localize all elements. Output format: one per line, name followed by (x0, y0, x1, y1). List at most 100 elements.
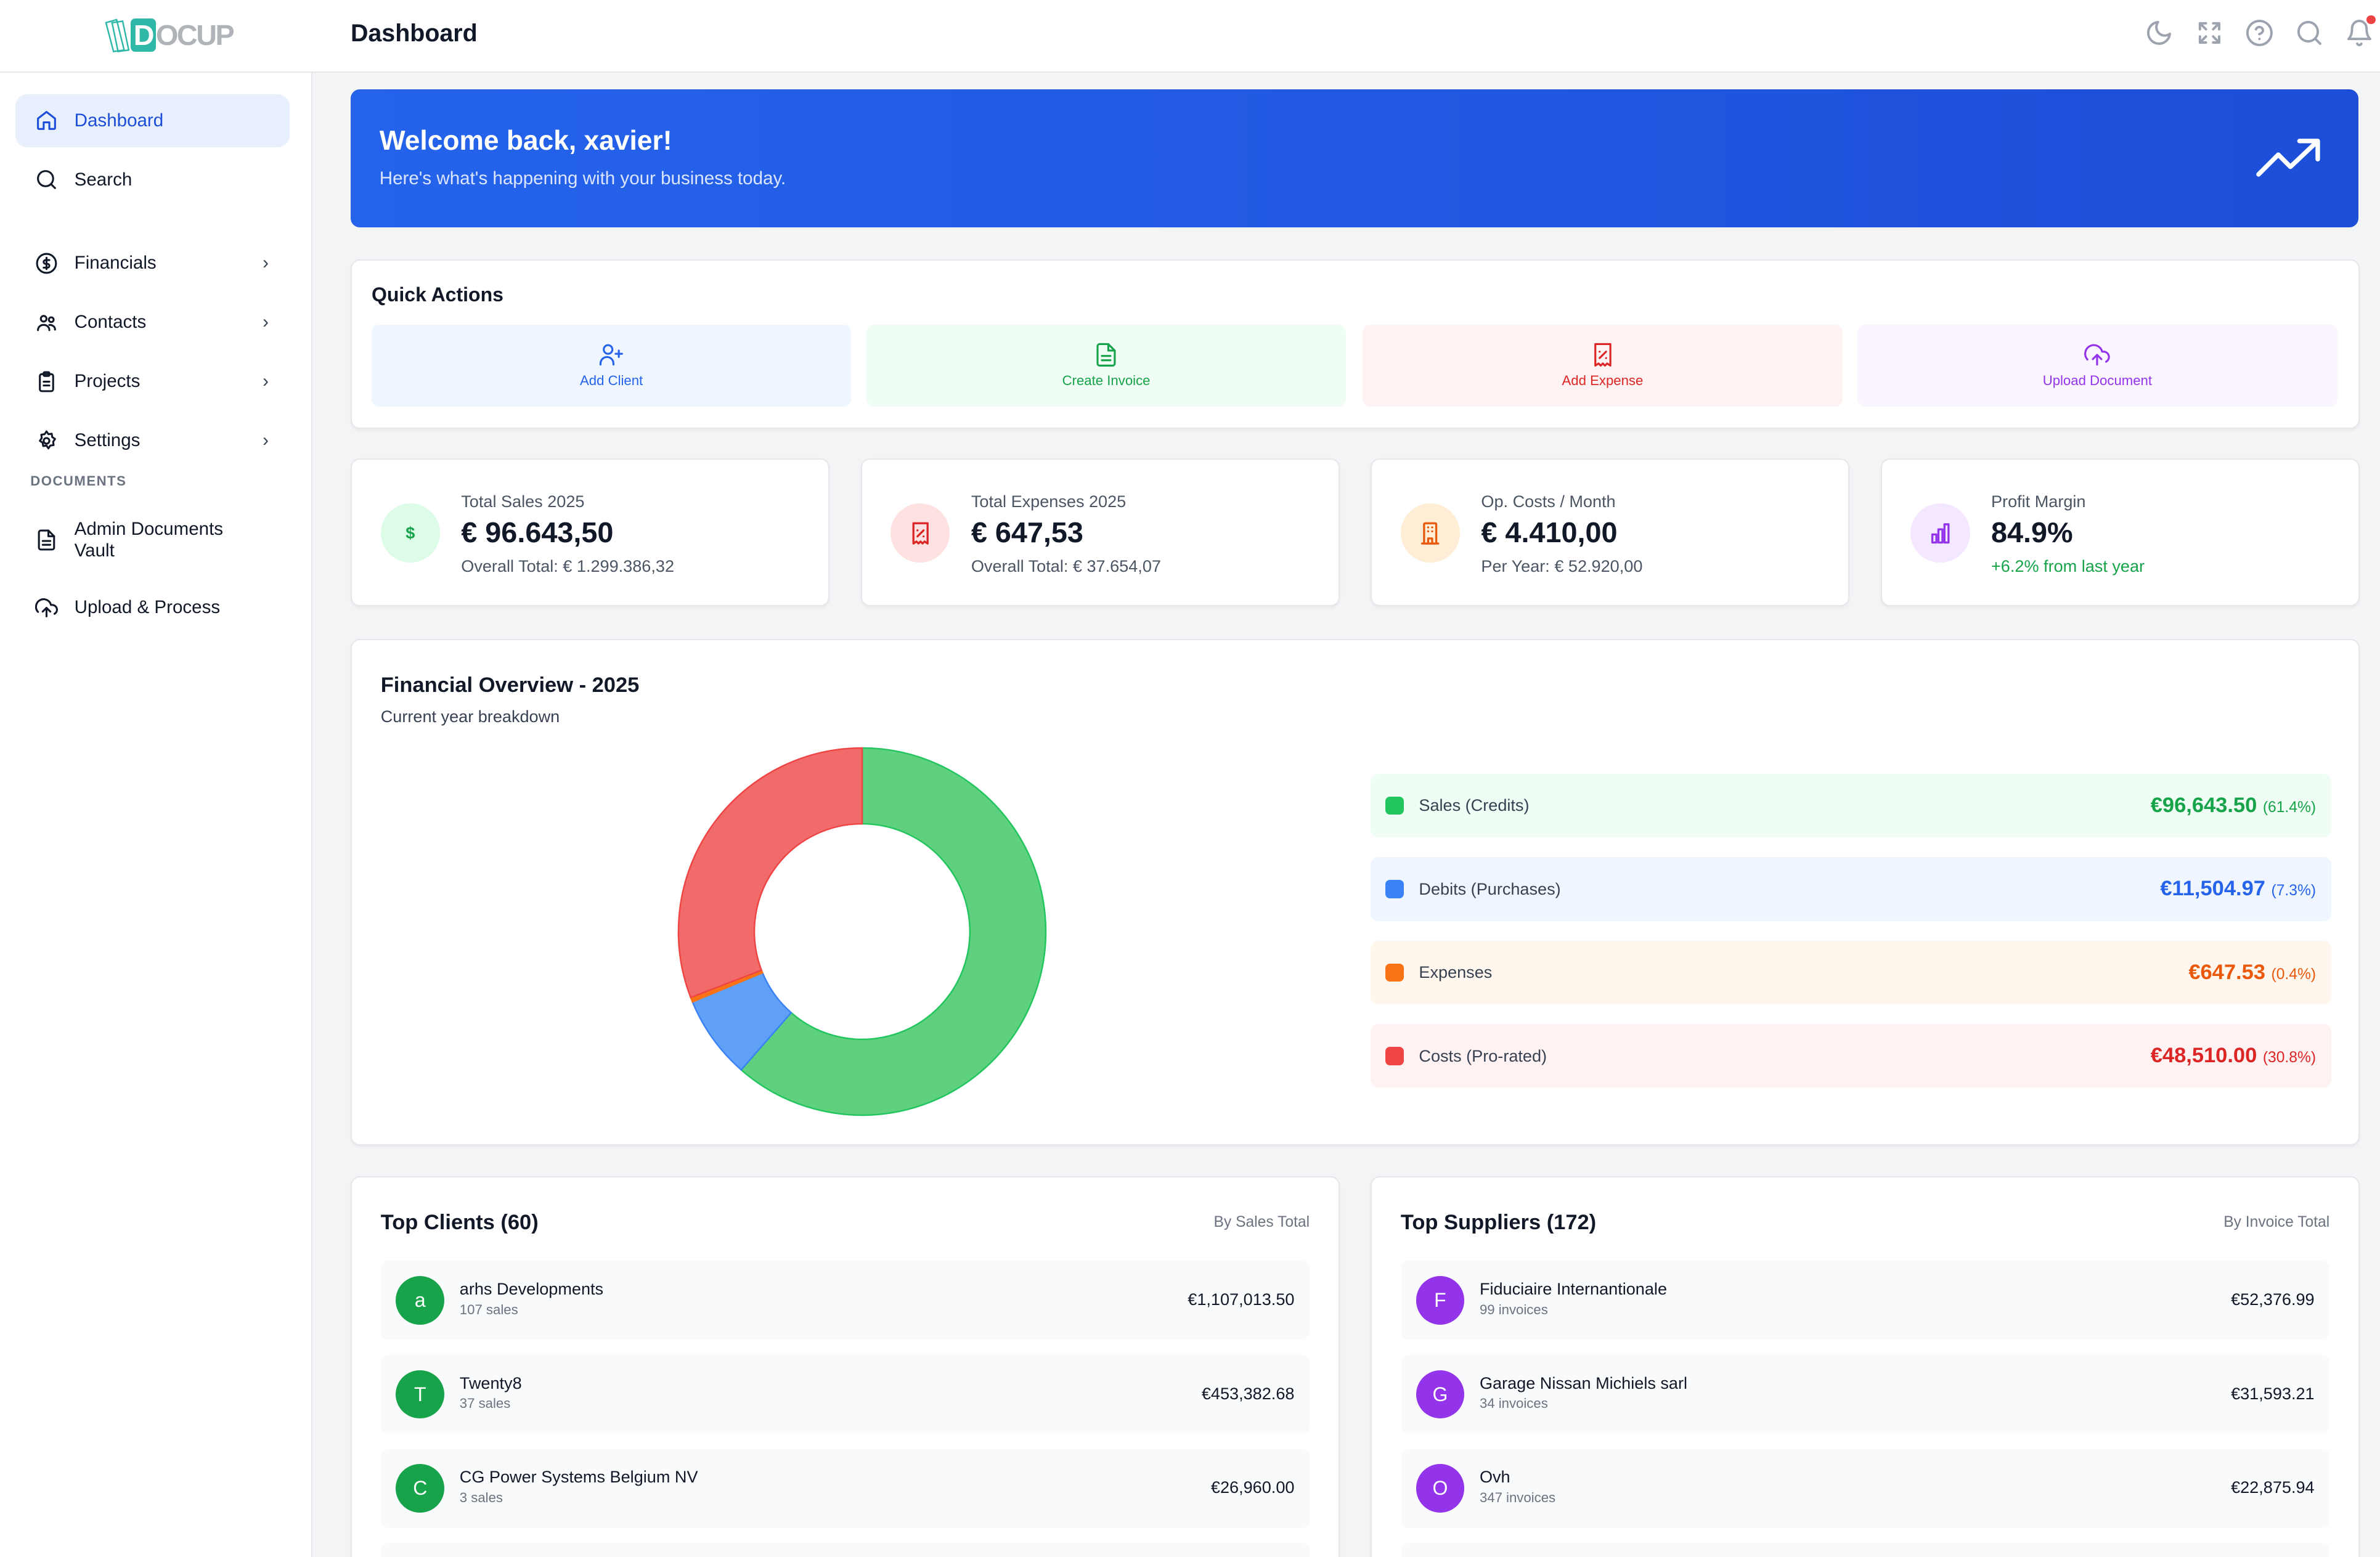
donut-chart (677, 747, 1046, 1116)
legend-item: Debits (Purchases) €11,504.97 (7.3%) (1370, 857, 2331, 921)
sidebar-item-search[interactable]: Search (15, 153, 290, 206)
legend-label: Debits (Purchases) (1419, 879, 1561, 898)
sidebar: Dashboard Search Financials › Contacts ›… (0, 73, 312, 1557)
financial-overview-subtitle: Current year breakdown (380, 707, 560, 726)
row-amount: €453,382.68 (1201, 1383, 1295, 1403)
row-name: Twenty8 (459, 1373, 522, 1392)
fullscreen-icon[interactable] (2195, 18, 2224, 47)
row-count: 37 sales (459, 1396, 511, 1412)
stat-subtext: Overall Total: € 1.299.386,32 (461, 556, 674, 576)
trending-up-icon (2256, 139, 2320, 177)
sidebar-item-label: Upload & Process (74, 597, 221, 618)
sidebar-item-admin-documents-vault[interactable]: Admin Documents Vault (15, 513, 290, 567)
notification-badge (2366, 15, 2376, 25)
stat-card-op-costs: Op. Costs / Month € 4.410,00 Per Year: €… (1371, 458, 1850, 607)
list-item[interactable]: G Garage Nissan Michiels sarl 34 invoice… (1400, 1354, 2330, 1434)
legend-swatch (1385, 963, 1404, 982)
row-amount: €22,875.94 (2231, 1478, 2315, 1497)
legend-percent: (7.3%) (2271, 882, 2317, 900)
legend-item: Costs (Pro-rated) €48,510.00 (30.8%) (1370, 1024, 2331, 1088)
home-icon (36, 111, 56, 131)
row-name: Garage Nissan Michiels sarl (1479, 1373, 1688, 1392)
list-item[interactable]: a arhs Developments 107 sales €1,107,013… (380, 1261, 1310, 1340)
legend-item: Expenses €647.53 (0.4%) (1370, 940, 2331, 1005)
legend-amount: €48,510.00 (30.8%) (2151, 1044, 2316, 1068)
add-expense-button[interactable]: Add Expense (1363, 324, 1843, 407)
search-icon[interactable] (2295, 18, 2324, 47)
sidebar-item-label: Admin Documents Vault (74, 519, 224, 561)
moon-icon[interactable] (2145, 18, 2174, 47)
avatar: a (396, 1275, 445, 1325)
stat-label: Op. Costs / Month (1481, 491, 1616, 511)
sidebar-item-contacts[interactable]: Contacts › (15, 296, 290, 349)
sidebar-item-label: Financials (74, 253, 157, 274)
top-suppliers-sort-note: By Invoice Total (2223, 1213, 2330, 1230)
help-icon[interactable] (2245, 18, 2274, 47)
legend-swatch (1385, 880, 1404, 898)
legend-label: Expenses (1419, 962, 1493, 982)
avatar: G (1416, 1370, 1465, 1419)
list-item[interactable]: C CG Power Systems Belgium NV 3 sales €2… (380, 1449, 1310, 1528)
document-icon (38, 529, 55, 551)
row-amount: €1,107,013.50 (1188, 1290, 1295, 1309)
list-item[interactable] (1400, 1543, 2330, 1557)
legend-swatch (1385, 1046, 1404, 1065)
donut-slice-costs-pro-rated[interactable] (677, 747, 863, 999)
dollar-circle-icon (36, 253, 57, 274)
users-icon (36, 315, 56, 331)
file-text-icon (1096, 343, 1116, 367)
bell-icon[interactable] (2345, 15, 2376, 47)
chevron-right-icon: › (263, 371, 269, 392)
gear-icon (38, 430, 56, 450)
quick-actions-title: Quick Actions (371, 283, 503, 306)
receipt-icon (890, 503, 950, 563)
top-bar: D OCUP Dashboard (0, 0, 2380, 73)
stat-subtext: Per Year: € 52.920,00 (1481, 556, 1643, 576)
donut-slice-sales-credits[interactable] (740, 747, 1046, 1116)
sidebar-item-label: Projects (74, 371, 141, 392)
list-item[interactable]: T Twenty8 37 sales €453,382.68 (380, 1354, 1310, 1434)
legend-value: €11,504.97 (2160, 877, 2265, 901)
legend-item: Sales (Credits) €96,643.50 (61.4%) (1370, 773, 2331, 838)
list-item[interactable]: F Fiduciaire Internantionale 99 invoices… (1400, 1261, 2330, 1340)
stat-subtext: +6.2% from last year (1991, 556, 2145, 576)
sidebar-item-upload-process[interactable]: Upload & Process (15, 581, 290, 634)
list-item[interactable]: O Ovh 347 invoices €22,875.94 (1400, 1449, 2330, 1528)
sidebar-item-financials[interactable]: Financials › (15, 237, 290, 290)
stat-subtext: Overall Total: € 37.654,07 (971, 556, 1161, 576)
row-amount: €52,376.99 (2231, 1290, 2315, 1309)
welcome-title: Welcome back, xavier! (379, 126, 672, 157)
sidebar-item-label: Search (74, 169, 132, 190)
sidebar-item-projects[interactable]: Projects › (15, 355, 290, 408)
avatar: T (396, 1370, 445, 1419)
create-invoice-button[interactable]: Create Invoice (866, 324, 1347, 407)
add-client-button[interactable]: Add Client (371, 324, 852, 407)
sidebar-item-settings[interactable]: Settings › (15, 414, 290, 467)
list-item[interactable] (380, 1543, 1310, 1557)
stat-card-total-expenses: Total Expenses 2025 € 647,53 Overall Tot… (860, 458, 1340, 607)
upload-cloud-icon (2084, 344, 2111, 366)
legend-label: Costs (Pro-rated) (1419, 1046, 1547, 1065)
chevron-right-icon: › (263, 430, 269, 451)
legend-amount: €96,643.50 (61.4%) (2151, 794, 2316, 818)
legend-label: Sales (Credits) (1419, 795, 1530, 815)
welcome-subtitle: Here's what's happening with your busine… (379, 168, 786, 189)
section-label-documents: DOCUMENTS (30, 473, 127, 489)
logo[interactable]: D OCUP (103, 15, 235, 55)
row-name: Fiduciaire Internantionale (1479, 1279, 1667, 1298)
sidebar-item-dashboard[interactable]: Dashboard (15, 94, 290, 147)
logo-cards-icon (105, 18, 130, 53)
financial-overview-panel: Financial Overview - 2025 Current year b… (350, 638, 2360, 1145)
button-label: Create Invoice (1062, 372, 1151, 388)
legend-value: €48,510.00 (2150, 1044, 2257, 1068)
chevron-right-icon: › (263, 312, 269, 333)
stat-value: € 96.643,50 (461, 516, 614, 548)
button-label: Upload Document (2042, 372, 2153, 388)
search-icon (36, 170, 56, 190)
upload-document-button[interactable]: Upload Document (1857, 324, 2337, 407)
stat-value: 84.9% (1991, 516, 2073, 548)
page-title: Dashboard (350, 20, 478, 47)
bar-chart-icon (1910, 503, 1970, 563)
row-name: Ovh (1479, 1467, 1510, 1487)
